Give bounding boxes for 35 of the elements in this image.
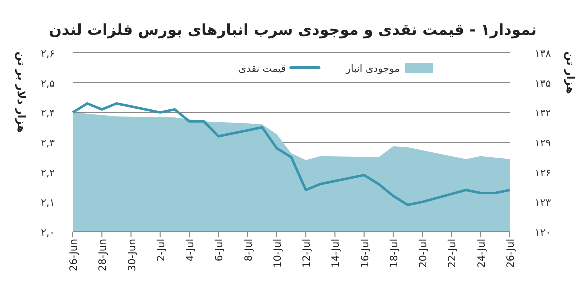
y-tick-label: ۲,۳	[41, 138, 56, 150]
x-tick-label: 4-Jul	[186, 239, 197, 262]
y2-tick-label: ۱۲۳	[535, 198, 552, 210]
x-tick-label: 10-Jul	[272, 239, 284, 268]
y-axis-title: هزار دلار بر تن	[15, 52, 28, 134]
y2-tick-label: ۱۲۹	[535, 138, 552, 150]
chart-title: نمودار۱ - قیمت نقدی و موجودی سرب انبارهای بورس فلزات لندن	[49, 21, 537, 39]
x-tick-label: 16-Jul	[360, 239, 372, 268]
legend-label: قیمت نقدی	[238, 64, 286, 75]
y-tick-label: ۲,۴	[41, 108, 55, 120]
x-tick-label: 14-Jul	[331, 239, 342, 268]
x-tick-label: 30-Jun	[127, 239, 138, 272]
y2-tick-label: ۱۳۵	[535, 78, 552, 90]
y-tick-label: ۲,۵	[41, 78, 55, 90]
y2-tick-label: ۱۳۸	[535, 49, 552, 60]
y2-tick-label: ۱۳۲	[535, 108, 552, 120]
x-tick-label: 18-Jul	[389, 239, 400, 268]
legend-label: موجودی انبار	[345, 64, 400, 75]
y-tick-label: ۲,۲	[41, 168, 55, 180]
y2-axis-title: هزار تن	[564, 52, 577, 94]
x-tick-label: 26-Jul	[506, 239, 517, 268]
y2-tick-label: ۱۲۰	[535, 228, 552, 239]
x-tick-label: 20-Jul	[418, 239, 430, 268]
y-tick-label: ۲,۱	[41, 198, 55, 210]
x-tick-label: 26-Jun	[69, 239, 80, 272]
x-tick-label: 6-Jul	[214, 239, 226, 262]
y-tick-label: ۲,۶	[41, 49, 55, 60]
y-tick-label: ۲,۰	[41, 228, 55, 239]
x-tick-label: 24-Jul	[476, 239, 488, 268]
x-tick-label: 8-Jul	[244, 239, 255, 262]
x-tick-label: 22-Jul	[448, 239, 459, 268]
y2-tick-label: ۱۲۶	[535, 168, 552, 180]
x-tick-label: 28-Jun	[98, 239, 110, 272]
x-tick-label: 12-Jul	[302, 239, 314, 268]
x-tick-label: 2-Jul	[156, 239, 168, 262]
